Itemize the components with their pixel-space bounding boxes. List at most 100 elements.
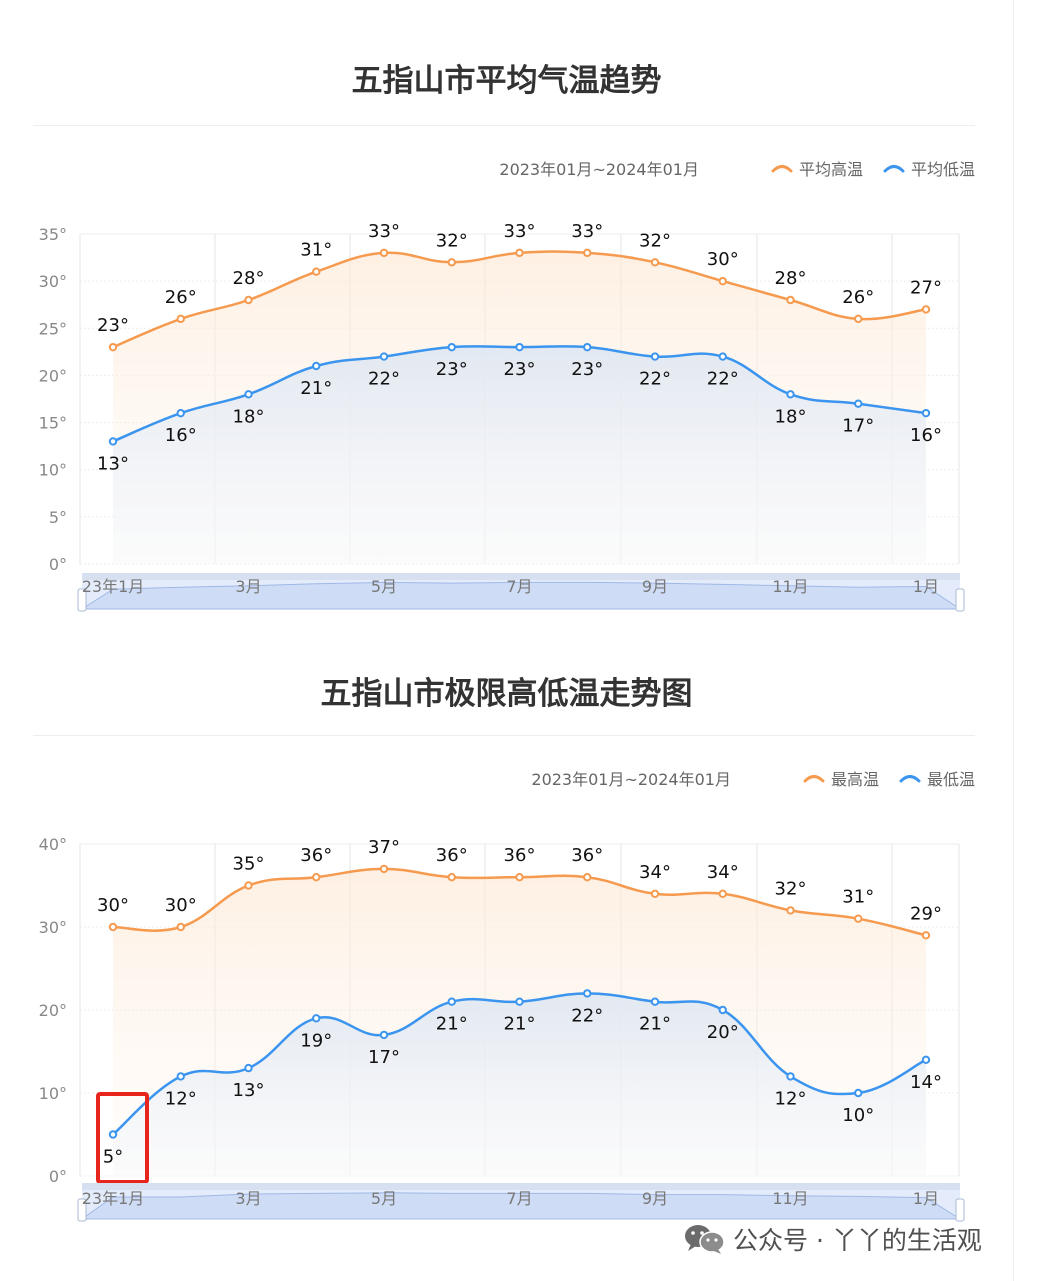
legend-item-high[interactable]: 最高温 bbox=[803, 766, 879, 790]
slider-preview bbox=[80, 1192, 962, 1220]
data-point-low bbox=[718, 1005, 727, 1015]
slider-top-band bbox=[82, 573, 960, 580]
y-tick-label: 10° bbox=[39, 1084, 67, 1103]
chart-title: 五指山市极限高低温走势图 bbox=[320, 676, 693, 712]
data-label-high: 30° bbox=[165, 895, 197, 916]
y-tick-label: 0° bbox=[49, 555, 67, 574]
data-label-high: 33° bbox=[571, 221, 603, 242]
data-label-low: 13° bbox=[233, 1080, 265, 1101]
chart-panel-extreme: 0° 10° 20° 30° 40° 30° 30° 35° 36° 37° 36° 36° 36° 34… bbox=[0, 640, 1013, 1281]
data-label-low: 23° bbox=[436, 359, 468, 380]
data-point-low bbox=[447, 997, 456, 1006]
y-tick-label: 15° bbox=[39, 414, 67, 433]
data-point-low bbox=[650, 352, 660, 361]
data-point-low bbox=[583, 342, 592, 352]
data-point-high bbox=[379, 248, 389, 258]
slider-handle-right bbox=[955, 588, 965, 612]
data-point-high bbox=[108, 922, 118, 932]
data-point-high bbox=[718, 276, 727, 286]
data-label-high: 28° bbox=[775, 268, 807, 289]
data-point-low bbox=[650, 997, 660, 1006]
y-tick-label: 40° bbox=[39, 835, 67, 854]
data-label-low: 22° bbox=[571, 1005, 603, 1026]
data-label-low: 14° bbox=[910, 1072, 942, 1093]
legend-line-icon bbox=[771, 165, 793, 173]
data-label-low: 22° bbox=[707, 369, 739, 390]
page-right-border bbox=[1013, 0, 1014, 1281]
data-label-high: 32° bbox=[436, 230, 468, 251]
data-label-low: 22° bbox=[639, 369, 671, 390]
chart-panel-average: 0° 5° 10° 15° 20° 25° 30° 35° 23° 26° 28° 31° 33° 32°… bbox=[0, 0, 1013, 640]
data-label-low: 12° bbox=[165, 1088, 197, 1109]
legend-line-icon bbox=[899, 775, 921, 783]
title-divider bbox=[33, 735, 975, 736]
data-label-high: 33° bbox=[504, 221, 536, 242]
data-point-low bbox=[176, 1072, 185, 1081]
highlight-box bbox=[96, 1092, 149, 1184]
legend-label: 平均高温 bbox=[798, 160, 863, 179]
data-label-high: 33° bbox=[368, 221, 400, 242]
watermark-text: 公众号 · 丫丫的生活观 bbox=[733, 1226, 982, 1255]
date-range-label: 2023年01月~2024年01月 bbox=[531, 770, 731, 789]
chart-header: 2023年01月~2024年01月 最高温 最低温 bbox=[531, 766, 975, 790]
data-point-low bbox=[921, 1055, 931, 1065]
slider-handle-left bbox=[77, 588, 87, 612]
slider-handle-right bbox=[955, 1198, 965, 1222]
data-point-high bbox=[921, 931, 931, 940]
data-point-low bbox=[447, 342, 456, 352]
x-tick-label: 9月 bbox=[642, 1189, 668, 1208]
data-point-low bbox=[176, 408, 185, 418]
data-point-high bbox=[515, 873, 524, 882]
x-tick-label: 7月 bbox=[506, 1189, 532, 1208]
legend-item-low[interactable]: 最低温 bbox=[899, 766, 975, 790]
data-point-high bbox=[447, 258, 456, 267]
data-label-low: 21° bbox=[436, 1014, 468, 1035]
data-point-low bbox=[244, 390, 253, 399]
data-label-low: 23° bbox=[571, 359, 603, 380]
data-point-low bbox=[854, 1088, 863, 1098]
title-divider bbox=[33, 125, 975, 126]
low-area bbox=[113, 346, 926, 564]
data-label-high: 31° bbox=[842, 887, 874, 908]
legend-item-low[interactable]: 平均低温 bbox=[883, 156, 975, 180]
y-tick-label: 30° bbox=[39, 272, 67, 291]
data-label-low: 21° bbox=[504, 1014, 536, 1035]
data-point-low bbox=[718, 352, 727, 361]
chart-header: 2023年01月~2024年01月 平均高温 平均低温 bbox=[499, 156, 975, 180]
data-label-low: 16° bbox=[910, 425, 942, 446]
x-tick-label: 3月 bbox=[235, 1189, 261, 1208]
data-label-low: 16° bbox=[165, 425, 197, 446]
x-tick-label: 23年1月 bbox=[82, 1189, 145, 1208]
data-label-low: 5° bbox=[103, 1147, 123, 1168]
data-point-low bbox=[786, 390, 795, 399]
data-label-high: 27° bbox=[910, 277, 942, 298]
data-label-low: 13° bbox=[97, 453, 129, 474]
legend-item-high[interactable]: 平均高温 bbox=[771, 156, 863, 180]
data-point-high bbox=[786, 906, 795, 915]
data-label-low: 17° bbox=[368, 1047, 400, 1068]
low-area bbox=[113, 993, 926, 1176]
data-point-low bbox=[515, 997, 524, 1006]
data-point-high bbox=[583, 248, 592, 258]
data-label-high: 30° bbox=[707, 249, 739, 270]
data-label-low: 23° bbox=[504, 359, 536, 380]
data-label-high: 34° bbox=[707, 862, 739, 883]
data-label-high: 36° bbox=[571, 845, 603, 866]
x-tick-label: 7月 bbox=[506, 577, 532, 596]
data-label-high: 36° bbox=[300, 845, 332, 866]
data-point-high bbox=[854, 914, 863, 923]
x-tick-label: 5月 bbox=[371, 1189, 397, 1208]
y-tick-label: 0° bbox=[49, 1167, 67, 1186]
wechat-icon bbox=[685, 1225, 725, 1254]
data-point-high bbox=[108, 342, 118, 352]
y-tick-label: 20° bbox=[39, 1001, 67, 1020]
data-label-high: 37° bbox=[368, 837, 400, 858]
y-tick-label: 25° bbox=[39, 319, 67, 338]
legend-label: 最低温 bbox=[926, 770, 975, 789]
data-label-low: 19° bbox=[300, 1030, 332, 1051]
data-label-high: 23° bbox=[97, 315, 129, 336]
data-point-high bbox=[176, 314, 185, 324]
legend-label: 最高温 bbox=[830, 770, 879, 789]
slider-top-band bbox=[82, 1183, 960, 1190]
data-point-low bbox=[108, 1130, 118, 1139]
